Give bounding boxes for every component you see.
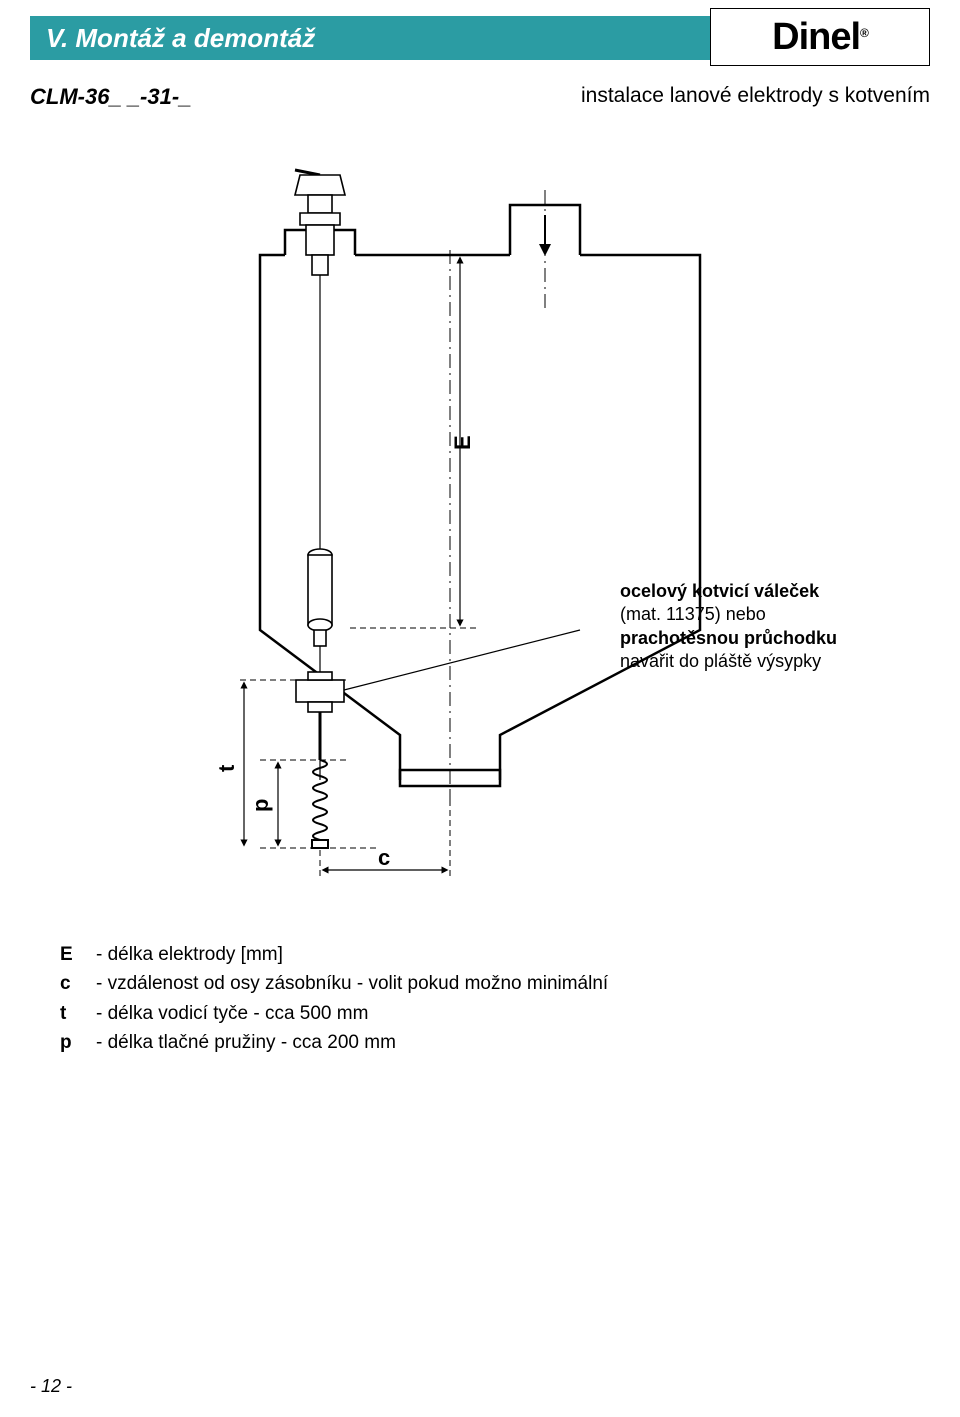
logo-text: Dinel (772, 16, 860, 59)
annot-line1b: (mat. 11375) nebo (620, 604, 766, 624)
legend-row: E - délka elektrody [mm] (60, 940, 608, 969)
legend-text: - vzdálenost od osy zásobníku - volit po… (96, 969, 608, 998)
installation-diagram: E t p c (200, 160, 760, 880)
dim-label-c: c (378, 845, 390, 870)
diagram-annotation: ocelový kotvicí váleček (mat. 11375) neb… (620, 580, 920, 674)
subheader-row: CLM-36_ _-31-_ instalace lanové elektrod… (30, 84, 930, 110)
dim-label-p: p (248, 799, 273, 812)
legend-row: p - délka tlačné pružiny - cca 200 mm (60, 1028, 608, 1057)
legend-sym: E (60, 940, 96, 969)
legend-row: t - délka vodicí tyče - cca 500 mm (60, 999, 608, 1028)
dim-label-E: E (450, 435, 475, 450)
model-code: CLM-36_ _-31-_ (30, 84, 191, 110)
legend-block: E - délka elektrody [mm] c - vzdálenost … (60, 940, 608, 1058)
brand-logo: Dinel® (710, 8, 930, 66)
dim-label-t: t (214, 764, 239, 772)
legend-sym: t (60, 999, 96, 1028)
annot-line2a: prachotěsnou průchodku (620, 628, 837, 648)
legend-text: - délka tlačné pružiny - cca 200 mm (96, 1028, 396, 1057)
legend-sym: p (60, 1028, 96, 1057)
legend-row: c - vzdálenost od osy zásobníku - volit … (60, 969, 608, 998)
diagram-container: E t p c (0, 160, 960, 880)
legend-text: - délka elektrody [mm] (96, 940, 283, 969)
annot-line2b: navařit do pláště výsypky (620, 651, 821, 671)
install-desc: instalace lanové elektrody s kotvením (581, 84, 930, 110)
legend-text: - délka vodicí tyče - cca 500 mm (96, 999, 368, 1028)
page-number: - 12 - (30, 1376, 72, 1397)
legend-sym: c (60, 969, 96, 998)
logo-reg: ® (860, 26, 868, 40)
annot-line1a: ocelový kotvicí váleček (620, 581, 819, 601)
section-title: V. Montáž a demontáž (46, 23, 315, 54)
